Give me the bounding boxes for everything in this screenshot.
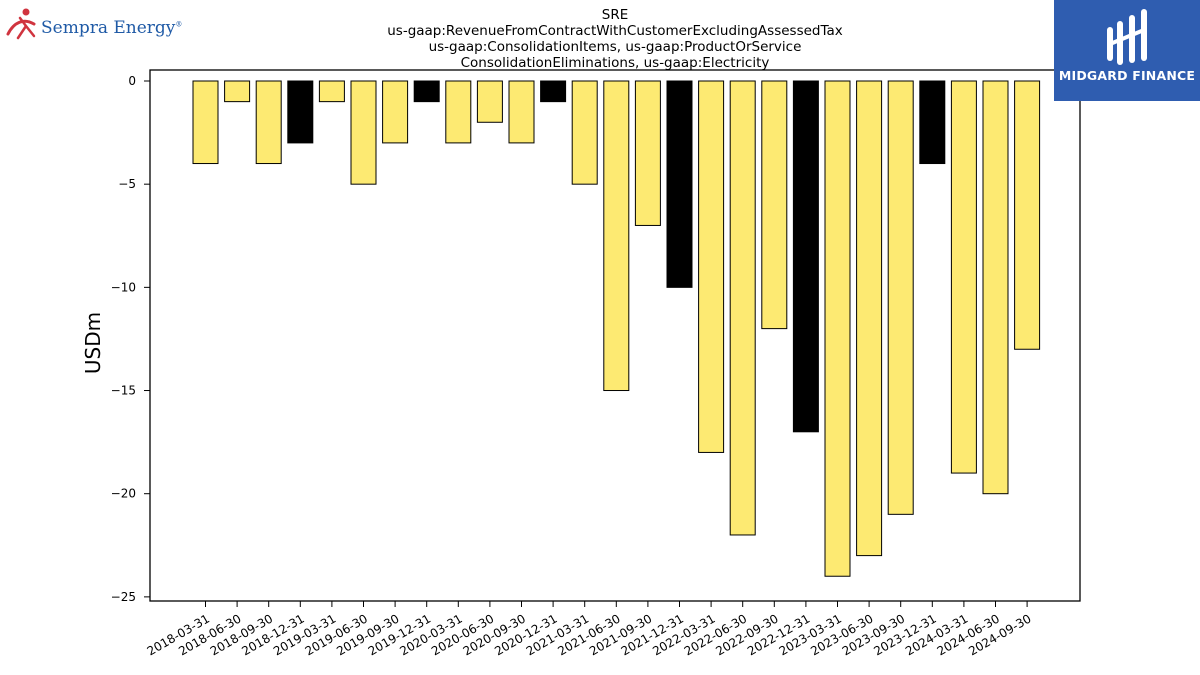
bar-2024-06-30: [982, 80, 1009, 495]
bar-2018-12-31: [287, 80, 314, 144]
y-axis: 0 −5 −10 −15 −20 −25: [111, 74, 150, 604]
y-tick-label: 0: [128, 74, 136, 88]
y-tick-label: −20: [111, 487, 136, 501]
bar-2018-06-30: [224, 80, 251, 103]
y-tick-label: −5: [118, 177, 136, 191]
midgard-monogram-icon: [1107, 9, 1147, 65]
bar-2020-12-31: [540, 80, 567, 103]
bar-2020-06-30: [476, 80, 503, 123]
plot-frame: [149, 69, 1081, 602]
chart-title-ticker: SRE: [601, 7, 629, 23]
bar-2022-12-31: [792, 80, 819, 433]
bar-2020-03-31: [445, 80, 472, 144]
chart-title-axes: us-gaap:ConsolidationItems, us-gaap:Prod…: [428, 39, 802, 55]
bar-2021-06-30: [603, 80, 630, 392]
bar-2018-03-31: [192, 80, 219, 165]
bar-2019-09-30: [382, 80, 409, 144]
bar-2023-03-31: [824, 80, 851, 577]
runner-swoosh-icon: [6, 8, 36, 40]
sempra-energy-logo: Sempra Energy®: [4, 4, 182, 46]
bar-2019-12-31: [413, 80, 440, 103]
midgard-logo-text: MIDGARD FINANCE: [1058, 68, 1196, 83]
y-axis-label: USDm: [81, 312, 105, 374]
midgard-finance-logo: MIDGARD FINANCE: [1054, 0, 1200, 101]
bar-2020-09-30: [508, 80, 535, 144]
bar-2021-12-31: [666, 80, 693, 288]
y-tick-label: −15: [111, 384, 136, 398]
bar-2022-03-31: [698, 80, 725, 453]
bar-2023-09-30: [887, 80, 914, 515]
y-tick-label: −25: [111, 590, 136, 604]
bar-2022-09-30: [761, 80, 788, 330]
bar-2021-09-30: [634, 80, 661, 226]
bar-2024-03-31: [950, 80, 977, 474]
sempra-logo-text: Sempra Energy®: [41, 18, 183, 38]
chart-title-members: ConsolidationEliminations, us-gaap:Elect…: [460, 55, 770, 71]
chart-title-concept: us-gaap:RevenueFromContractWithCustomerE…: [387, 23, 843, 39]
y-tick-label: −10: [111, 280, 136, 294]
bar-2023-12-31: [919, 80, 946, 165]
bar-2019-03-31: [318, 80, 345, 103]
bar-2019-06-30: [350, 80, 377, 185]
x-axis: 2018-03-312018-06-302018-09-302018-12-31…: [145, 601, 1034, 658]
bar-2022-06-30: [729, 80, 756, 536]
bar-2024-09-30: [1014, 80, 1041, 350]
bar-2021-03-31: [571, 80, 598, 185]
bars-layer: [192, 80, 1041, 577]
bar-2018-09-30: [255, 80, 282, 165]
bar-2023-06-30: [856, 80, 883, 557]
